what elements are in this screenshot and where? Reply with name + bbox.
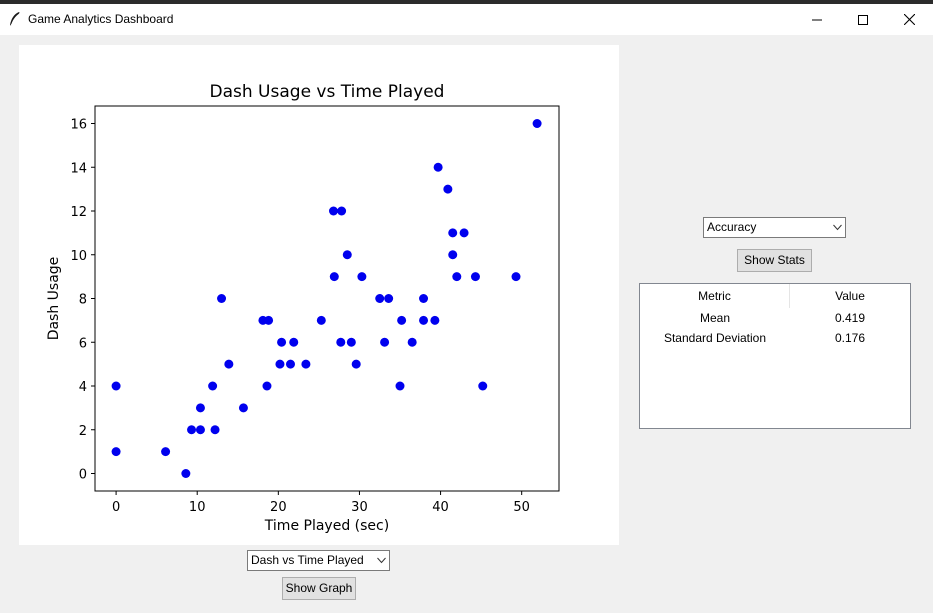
value-cell: 0.176 [834,331,866,345]
data-point [277,337,287,347]
close-button[interactable] [886,4,932,35]
data-point [285,359,295,369]
data-point [224,359,234,369]
data-point [275,359,285,369]
minimize-icon [812,19,822,20]
table-row[interactable]: Mean 0.419 [640,308,910,328]
data-point [238,403,248,413]
data-point [443,184,453,194]
data-point [478,381,488,391]
minimize-button[interactable] [794,4,840,35]
window-title: Game Analytics Dashboard [28,12,174,26]
stats-table-header: Metric Value [640,284,910,308]
data-point [181,469,191,478]
maximize-button[interactable] [840,4,886,35]
data-point [433,162,443,172]
show-graph-button[interactable]: Show Graph [282,577,356,600]
data-point [329,272,339,282]
chevron-down-icon [833,224,842,231]
metric-cell: Mean [699,311,731,325]
metric-cell: Standard Deviation [663,331,767,345]
data-point [195,425,205,435]
app-window: Game Analytics Dashboard Dash Usage vs T… [0,4,933,613]
data-point [111,447,121,457]
data-point [470,272,480,282]
data-point [289,337,299,347]
graph-select-value: Dash vs Time Played [251,553,364,567]
data-point [532,119,542,128]
y-tick-label: 4 [79,380,87,395]
data-point [301,359,311,369]
data-point [111,381,121,391]
x-tick-label: 30 [351,500,368,515]
data-point [419,315,429,325]
data-point [187,425,197,435]
chevron-down-icon [377,557,386,564]
y-tick-label: 6 [79,336,87,351]
metric-select[interactable]: Accuracy [703,217,846,238]
data-point [452,272,462,282]
x-tick-label: 10 [189,500,206,515]
data-point [316,315,326,325]
stats-table[interactable]: Metric Value Mean 0.419 Standard Deviati… [639,283,911,429]
data-point [337,206,347,216]
table-row[interactable]: Standard Deviation 0.176 [640,328,910,348]
data-point [208,381,218,391]
scatter-chart: Dash Usage vs Time Played 0 10 20 30 40 50 0 2 4 6… [46,82,560,534]
data-point [264,315,274,325]
data-point [195,403,205,413]
data-point [511,272,521,282]
data-point [395,381,405,391]
data-point [380,337,390,347]
y-tick-label: 14 [70,161,87,176]
graph-select[interactable]: Dash vs Time Played [247,550,390,571]
data-point [217,294,227,303]
maximize-icon [858,14,868,25]
x-tick-label: 0 [112,500,120,515]
x-axis-label: Time Played (sec) [264,518,389,534]
data-point [430,315,440,325]
y-tick-label: 16 [70,118,87,133]
axes-frame [94,105,560,492]
value-cell: 0.419 [834,311,866,325]
x-tick-label: 50 [513,500,530,515]
data-point [407,337,417,347]
data-point [357,272,367,282]
data-point [336,337,346,347]
data-point [161,447,171,457]
y-tick-label: 12 [70,205,87,220]
metric-select-value: Accuracy [707,220,757,234]
data-point [328,206,338,216]
title-bar[interactable]: Game Analytics Dashboard [0,4,933,35]
data-point [384,294,394,303]
data-point [459,228,469,238]
data-point [342,250,352,260]
y-axis-label: Dash Usage [46,257,62,341]
data-point [375,294,385,303]
plot-canvas: Dash Usage vs Time Played 0 10 20 30 40 50 0 2 4 6… [19,45,619,545]
data-point [448,228,458,238]
feather-icon [10,12,21,26]
x-tick-label: 40 [432,500,449,515]
y-tick-label: 8 [79,293,87,308]
x-tick-label: 20 [270,500,287,515]
data-point [346,337,356,347]
y-tick-label: 0 [79,468,87,483]
y-tick-label: 2 [79,424,87,439]
close-icon [903,14,915,25]
chart-title: Dash Usage vs Time Played [210,82,445,102]
data-point [419,294,429,303]
show-stats-button[interactable]: Show Stats [737,249,812,272]
data-point [262,381,272,391]
data-point [397,315,407,325]
data-point [351,359,361,369]
data-point [210,425,220,435]
column-header-metric[interactable]: Metric [640,284,790,308]
data-point [448,250,458,260]
y-tick-label: 10 [70,249,87,264]
column-header-value[interactable]: Value [835,289,865,303]
